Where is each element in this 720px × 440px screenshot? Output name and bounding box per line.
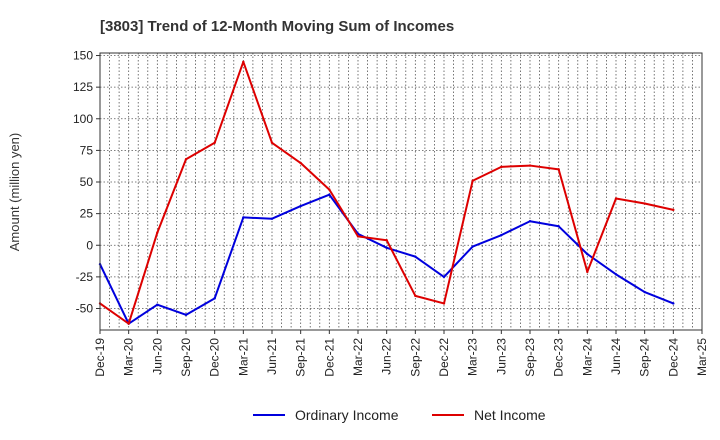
x-tick-label: Sep-21 xyxy=(294,338,308,377)
x-tick-label: Sep-23 xyxy=(523,338,537,377)
data-point xyxy=(299,161,302,165)
chart-title: [3803] Trend of 12-Month Moving Sum of I… xyxy=(100,18,454,35)
x-tick-label: Mar-20 xyxy=(122,338,136,376)
x-tick-label: Dec-21 xyxy=(322,338,336,377)
data-point xyxy=(528,164,532,167)
y-tick-label: 0 xyxy=(86,238,93,252)
data-point xyxy=(356,235,360,238)
data-point xyxy=(643,202,646,205)
data-point xyxy=(643,290,646,294)
data-point xyxy=(385,246,388,249)
data-point xyxy=(442,275,446,279)
y-tick-label: -25 xyxy=(76,270,94,284)
data-point xyxy=(442,302,446,305)
x-tick-label: Sep-22 xyxy=(408,338,422,377)
y-tick-label: 150 xyxy=(73,49,93,63)
y-tick-label: -50 xyxy=(76,301,94,315)
x-axis-ticks: Dec-19 Mar-20 Jun-20 Sep-20 Dec-20 Mar-21 Jun-… xyxy=(93,330,709,377)
x-tick-label: Mar-24 xyxy=(580,338,594,376)
x-tick-label: Jun-23 xyxy=(494,338,508,375)
data-point xyxy=(270,217,274,220)
x-tick-label: Jun-22 xyxy=(380,338,394,375)
data-point xyxy=(213,297,216,300)
data-point xyxy=(385,238,388,242)
data-point xyxy=(471,245,474,248)
x-tick-label: Sep-24 xyxy=(638,338,652,377)
data-point xyxy=(156,303,159,306)
data-point xyxy=(586,252,589,256)
x-tick-label: Dec-22 xyxy=(437,338,451,377)
data-point xyxy=(471,179,474,182)
y-tick-label: 75 xyxy=(80,143,94,157)
data-point xyxy=(213,141,216,145)
y-axis-label: Amount (million yen) xyxy=(7,133,22,252)
x-tick-label: Dec-23 xyxy=(552,338,566,377)
x-tick-label: Dec-20 xyxy=(208,338,222,377)
data-point xyxy=(270,141,274,145)
x-tick-label: Mar-25 xyxy=(695,338,709,376)
data-point xyxy=(156,231,159,234)
data-point xyxy=(414,255,417,258)
data-point xyxy=(414,294,417,298)
legend-label: Net Income xyxy=(474,407,546,423)
data-point xyxy=(528,220,532,223)
x-tick-label: Mar-22 xyxy=(351,338,365,376)
data-point xyxy=(328,193,331,196)
x-tick-label: Dec-19 xyxy=(93,338,107,377)
legend: Ordinary Income Net Income xyxy=(253,407,546,423)
data-point xyxy=(299,204,302,208)
y-tick-label: 25 xyxy=(80,207,94,221)
plot-area-frame xyxy=(99,52,703,331)
data-point xyxy=(557,168,560,171)
data-point xyxy=(500,165,503,169)
data-point xyxy=(672,208,675,212)
y-tick-label: 125 xyxy=(73,80,93,94)
data-point xyxy=(242,216,245,219)
y-tick-label: 100 xyxy=(73,112,93,126)
data-point xyxy=(127,322,130,325)
data-point xyxy=(672,302,675,305)
grid xyxy=(99,53,703,330)
y-axis-ticks: 150 125 100 75 50 25 0 -25 -50 xyxy=(73,49,100,315)
x-tick-label: Jun-21 xyxy=(265,338,279,375)
data-point xyxy=(242,60,245,64)
x-tick-label: Dec-24 xyxy=(666,338,680,377)
data-point xyxy=(500,233,503,237)
x-tick-label: Mar-21 xyxy=(236,338,250,376)
y-tick-label: 50 xyxy=(80,175,94,189)
data-point xyxy=(586,270,589,274)
data-point xyxy=(184,158,188,161)
series-lines xyxy=(98,60,675,325)
legend-label: Ordinary Income xyxy=(295,407,399,423)
data-point xyxy=(184,313,188,317)
x-tick-label: Mar-23 xyxy=(466,338,480,376)
data-point xyxy=(328,188,331,191)
x-tick-label: Jun-24 xyxy=(609,338,623,375)
data-point xyxy=(614,197,618,200)
x-tick-label: Jun-20 xyxy=(150,338,164,375)
data-point xyxy=(557,225,560,228)
data-point xyxy=(614,273,618,276)
x-tick-label: Sep-20 xyxy=(179,338,193,377)
